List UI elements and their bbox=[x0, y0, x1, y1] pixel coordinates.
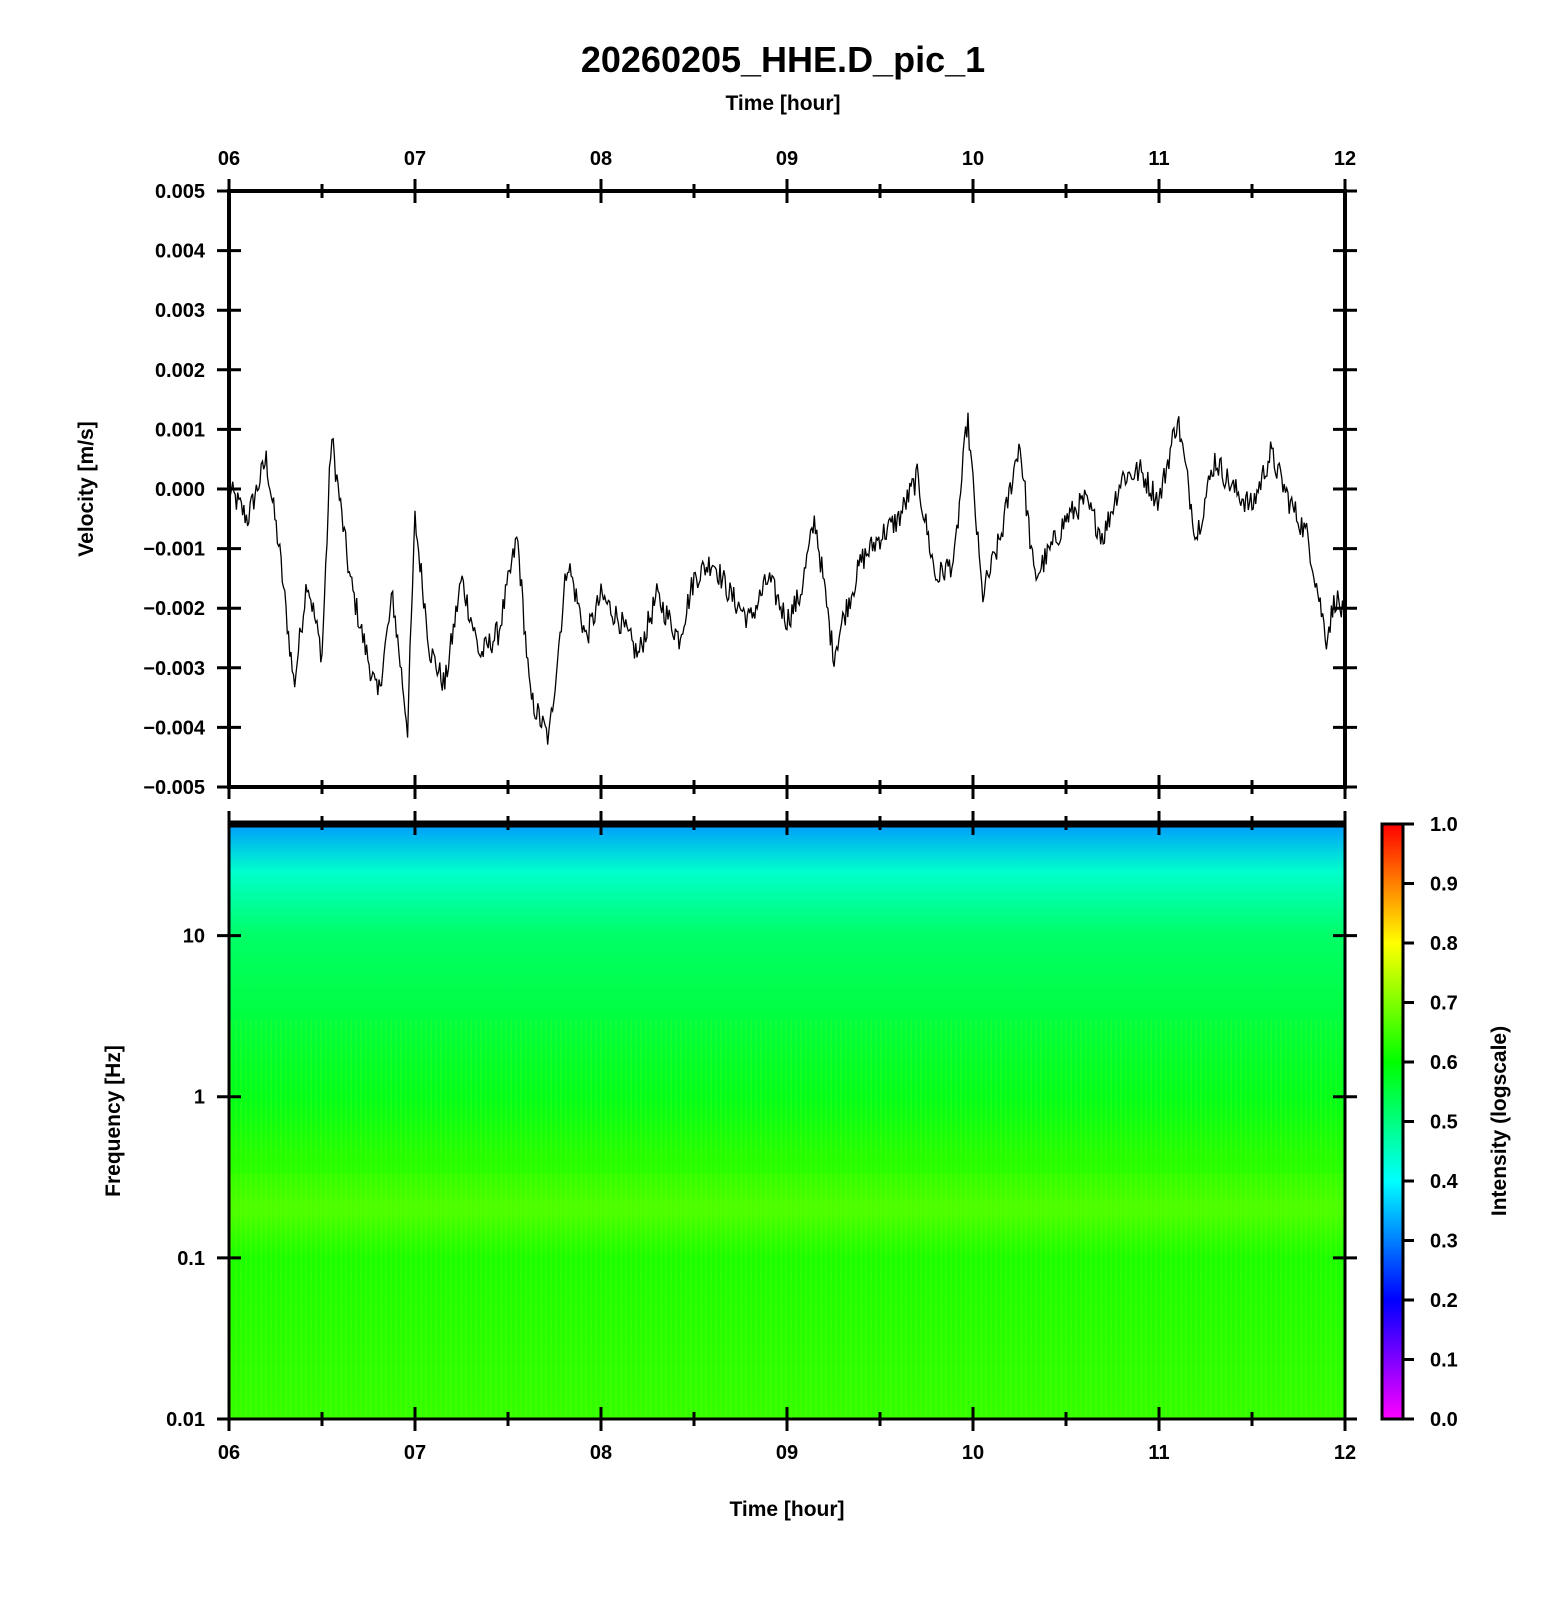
colorbar-tick-label: 1.0 bbox=[1430, 814, 1458, 836]
colorbar-tick-label: 0.9 bbox=[1430, 874, 1458, 896]
colorbar-tick-label: 0.0 bbox=[1430, 1409, 1458, 1431]
y-tick-label: 0.004 bbox=[155, 241, 206, 263]
x-tick-label: 10 bbox=[962, 148, 984, 170]
colorbar-ticks: 1.0 0.9 0.8 0.7 0.6 0.5 0.4 0.3 0.2 0.1 0.0 bbox=[1403, 814, 1459, 1431]
y-tick-label: 0.01 bbox=[166, 1409, 205, 1431]
y-tick-label: −0.004 bbox=[143, 717, 206, 739]
colorbar-tick-label: 0.4 bbox=[1430, 1171, 1459, 1193]
x-tick-label: 06 bbox=[218, 1442, 240, 1464]
bottom-x-axis-label: Time [hour] bbox=[729, 1498, 844, 1521]
y-tick-label: 0.003 bbox=[155, 300, 205, 322]
colorbar: 1.0 0.9 0.8 0.7 0.6 0.5 0.4 0.3 0.2 0.1 0.0 Intens… bbox=[1380, 814, 1511, 1431]
spectrogram-bands bbox=[229, 1155, 1345, 1219]
velocity-line bbox=[228, 412, 1346, 745]
x-tick-label: 11 bbox=[1148, 148, 1169, 170]
colorbar-tick-label: 0.8 bbox=[1430, 933, 1458, 955]
x-tick-label: 07 bbox=[404, 1442, 426, 1464]
velocity-axis-label: Velocity [m/s] bbox=[75, 421, 98, 556]
x-tick-label: 09 bbox=[776, 148, 798, 170]
colorbar-tick-label: 0.6 bbox=[1430, 1052, 1458, 1074]
y-tick-label: 1 bbox=[194, 1087, 205, 1109]
y-tick-label: −0.005 bbox=[143, 777, 205, 799]
x-tick-label: 12 bbox=[1334, 1442, 1356, 1464]
spectrogram-y-tick-labels: 10 1 0.1 0.01 bbox=[166, 926, 205, 1431]
waveform-frame bbox=[227, 189, 1347, 789]
waveform-y-tick-labels: 0.005 0.004 0.003 0.002 0.001 0.000 −0.001 −0.0… bbox=[143, 181, 206, 799]
x-tick-label: 06 bbox=[218, 148, 240, 170]
y-tick-label: 0.002 bbox=[155, 360, 205, 382]
colorbar-tick-label: 0.3 bbox=[1430, 1231, 1458, 1253]
y-tick-label: −0.003 bbox=[143, 658, 205, 680]
waveform-ticks bbox=[217, 179, 1357, 799]
colorbar-tick-label: 0.2 bbox=[1430, 1290, 1458, 1312]
x-tick-label: 12 bbox=[1334, 148, 1356, 170]
spectrogram-texture bbox=[229, 1020, 1345, 1419]
y-tick-label: 0.000 bbox=[155, 479, 205, 501]
colorbar-gradient bbox=[1380, 822, 1405, 1421]
waveform-x-tick-labels: 06 07 08 09 10 11 12 bbox=[218, 148, 1356, 170]
y-tick-label: 0.005 bbox=[155, 181, 205, 203]
x-tick-label: 10 bbox=[962, 1442, 984, 1464]
spectrogram-x-tick-labels: 06 07 08 09 10 11 12 bbox=[218, 1442, 1356, 1464]
y-tick-label: −0.002 bbox=[143, 598, 205, 620]
spectrogram-band bbox=[229, 1200, 1345, 1219]
x-tick-label: 08 bbox=[590, 1442, 612, 1464]
spectrogram-band bbox=[229, 1155, 1345, 1174]
chart-title: 20260205_HHE.D_pic_1 bbox=[581, 39, 985, 80]
frequency-axis-label: Frequency [Hz] bbox=[102, 1045, 125, 1197]
colorbar-tick-label: 0.7 bbox=[1430, 993, 1458, 1015]
y-tick-label: 10 bbox=[183, 926, 205, 948]
x-tick-label: 09 bbox=[776, 1442, 798, 1464]
y-tick-label: −0.001 bbox=[143, 539, 205, 561]
y-tick-label: 0.1 bbox=[177, 1248, 205, 1270]
y-tick-label: 0.001 bbox=[155, 419, 205, 441]
colorbar-tick-label: 0.5 bbox=[1430, 1112, 1458, 1134]
x-tick-label: 07 bbox=[404, 148, 426, 170]
x-tick-label: 08 bbox=[590, 148, 612, 170]
spectrogram-panel: 06 07 08 09 10 11 12 10 1 0.1 0.01 Frequency [Hz]… bbox=[102, 811, 1357, 1521]
x-tick-label: 11 bbox=[1148, 1442, 1169, 1464]
waveform-panel: 06 07 08 09 10 11 12 0.005 0.004 0.003 0.002 0.001… bbox=[75, 148, 1357, 799]
colorbar-label: Intensity (logscale) bbox=[1488, 1026, 1511, 1216]
colorbar-tick-label: 0.1 bbox=[1430, 1350, 1458, 1372]
top-x-axis-label: Time [hour] bbox=[725, 92, 840, 115]
